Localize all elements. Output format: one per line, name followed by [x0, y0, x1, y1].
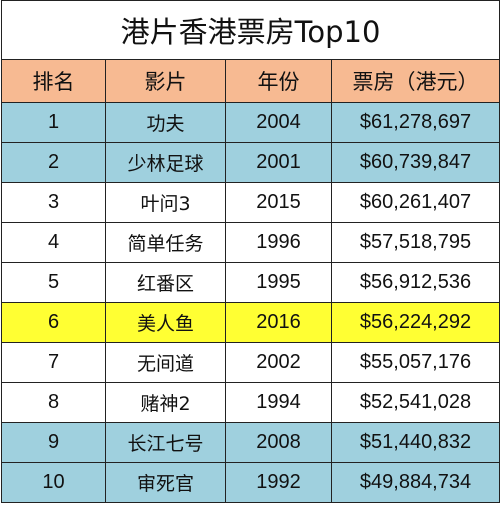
title-row: 港片香港票房Top10: [0, 0, 500, 60]
rank-cell: 6: [1, 302, 106, 343]
year-cell: 2004: [225, 102, 332, 143]
box-office-cell: $51,440,832: [330, 422, 500, 463]
box-office-cell: $60,261,407: [330, 182, 500, 223]
table-row: 5 红番区 1995 $56,912,536: [1, 262, 500, 303]
table-row: 6 美人鱼 2016 $56,224,292: [1, 302, 500, 343]
box-office-cell: $49,884,734: [330, 462, 500, 503]
film-cell: 红番区: [105, 262, 226, 303]
film-cell: 少林足球: [105, 142, 226, 183]
year-cell: 1995: [225, 262, 332, 303]
table-row: 1 功夫 2004 $61,278,697: [1, 102, 500, 143]
header-rank: 排名: [1, 59, 106, 103]
film-cell: 赌神2: [105, 382, 226, 423]
rank-cell: 1: [1, 102, 106, 143]
year-cell: 2008: [225, 422, 332, 463]
film-cell: 无间道: [105, 342, 226, 383]
rank-cell: 2: [1, 142, 106, 183]
rank-cell: 7: [1, 342, 106, 383]
year-cell: 2015: [225, 182, 332, 223]
box-office-cell: $55,057,176: [330, 342, 500, 383]
film-cell: 长江七号: [105, 422, 226, 463]
box-office-cell: $61,278,697: [330, 102, 500, 143]
table-row: 8 赌神2 1994 $52,541,028: [1, 382, 500, 423]
film-cell: 简单任务: [105, 222, 226, 263]
rank-cell: 10: [1, 462, 106, 503]
year-cell: 2001: [225, 142, 332, 183]
table-row: 2 少林足球 2001 $60,739,847: [1, 142, 500, 183]
table-title: 港片香港票房Top10: [0, 0, 500, 60]
rank-cell: 4: [1, 222, 106, 263]
box-office-table: 港片香港票房Top10 排名 影片 年份 票房（港元） 1 功夫 2004 $61,2…: [0, 0, 500, 503]
header-film: 影片: [105, 59, 226, 103]
header-year: 年份: [225, 59, 332, 103]
year-cell: 2002: [225, 342, 332, 383]
rank-cell: 3: [1, 182, 106, 223]
header-box-office: 票房（港元）: [330, 59, 500, 103]
rank-cell: 9: [1, 422, 106, 463]
box-office-cell: $52,541,028: [330, 382, 500, 423]
rank-cell: 8: [1, 382, 106, 423]
year-cell: 1992: [225, 462, 332, 503]
table-row: 3 叶问3 2015 $60,261,407: [1, 182, 500, 223]
box-office-cell: $56,224,292: [330, 302, 500, 343]
header-row: 排名 影片 年份 票房（港元）: [1, 59, 500, 103]
rank-cell: 5: [1, 262, 106, 303]
table-row: 9 长江七号 2008 $51,440,832: [1, 422, 500, 463]
year-cell: 2016: [225, 302, 332, 343]
table-row: 10 审死官 1992 $49,884,734: [1, 462, 500, 503]
box-office-cell: $57,518,795: [330, 222, 500, 263]
box-office-cell: $60,739,847: [330, 142, 500, 183]
year-cell: 1994: [225, 382, 332, 423]
film-cell: 美人鱼: [105, 302, 226, 343]
table-row: 7 无间道 2002 $55,057,176: [1, 342, 500, 383]
film-cell: 叶问3: [105, 182, 226, 223]
film-cell: 功夫: [105, 102, 226, 143]
box-office-cell: $56,912,536: [330, 262, 500, 303]
year-cell: 1996: [225, 222, 332, 263]
table-row: 4 简单任务 1996 $57,518,795: [1, 222, 500, 263]
film-cell: 审死官: [105, 462, 226, 503]
